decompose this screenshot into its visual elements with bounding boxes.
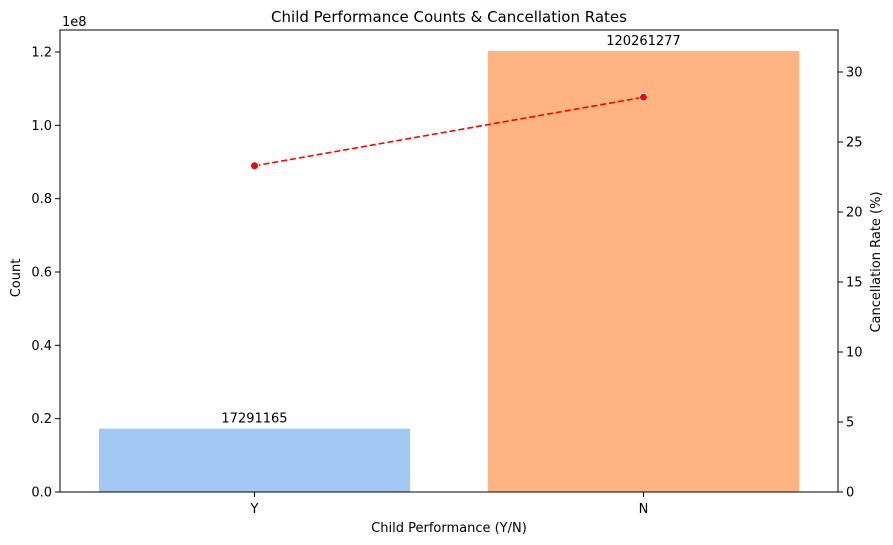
y-tick-label: 0.2: [31, 412, 52, 427]
y2-tick-label: 10: [846, 346, 863, 361]
plot-frame: [59, 29, 839, 493]
y-tick-label: 1.0: [31, 119, 52, 134]
x-tick-label-Y: Y: [250, 502, 259, 517]
y-tick-label: 0.8: [31, 192, 52, 207]
x-tick-label-N: N: [639, 502, 649, 517]
bar-data-label-Y: 17291165: [221, 412, 287, 427]
left-axis-ticks: 0.0 0.2 0.4 0.6 0.8 1.0 1.2: [31, 46, 60, 501]
bar-N: [487, 51, 800, 492]
x-axis-label: Child Performance (Y/N): [371, 521, 527, 536]
cancellation-rate-line: [254, 96, 644, 167]
y-tick-label: 0.0: [31, 486, 52, 501]
y-tick-label: 0.4: [31, 339, 52, 354]
cancellation-rate-marker-N: [639, 92, 648, 102]
y-tick-label: 1.2: [31, 46, 52, 61]
chart-title: Child Performance Counts & Cancellation …: [271, 8, 627, 26]
right-axis-ticks: 0 5 10 15 20 25 30: [838, 66, 863, 501]
bar-data-label-N: 120261277: [606, 34, 680, 49]
y2-tick-label: 0: [846, 486, 854, 501]
y-offset-label: 1e8: [62, 15, 87, 30]
cancellation-line-layer: [250, 92, 648, 171]
y2-axis-label: Cancellation Rate (%): [869, 191, 884, 332]
y2-tick-label: 30: [846, 66, 863, 81]
y2-tick-label: 25: [846, 136, 863, 151]
y2-tick-label: 5: [846, 416, 854, 431]
y2-tick-label: 15: [846, 276, 863, 291]
bar-labels-layer: 17291165 120261277: [221, 34, 680, 427]
y-axis-label: Count: [9, 259, 24, 298]
cancellation-rate-marker-Y: [250, 161, 259, 171]
y2-tick-label: 20: [846, 206, 863, 221]
bar-Y: [98, 428, 411, 492]
axes-layer: [59, 29, 839, 493]
y-tick-label: 0.6: [31, 266, 52, 281]
bars-layer: [98, 51, 800, 492]
